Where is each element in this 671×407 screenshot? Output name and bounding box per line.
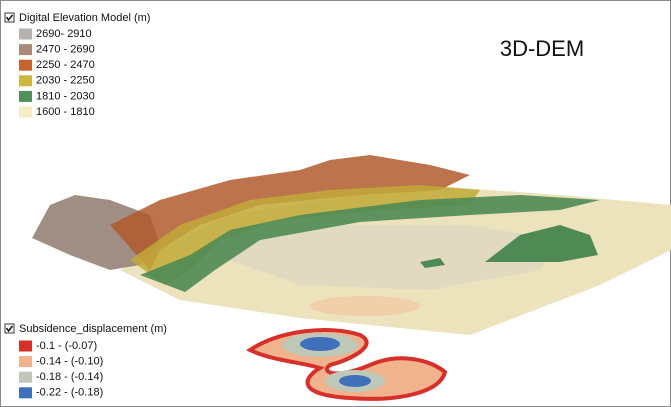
legend-label: 2250 - 2470 <box>36 59 95 71</box>
legend-swatch <box>19 341 32 352</box>
legend-label: 1810 - 2030 <box>36 90 95 102</box>
legend-swatch <box>19 372 32 383</box>
legend-label: -0.22 - (-0.18) <box>36 387 103 399</box>
legend-swatch <box>19 356 32 367</box>
legend-swatch <box>19 29 32 40</box>
map-view: 3D-DEM Digital Elevation Model (m) 2690-… <box>0 0 671 407</box>
legend-label: 1600 - 1810 <box>36 106 95 118</box>
legend-label: 2030 - 2250 <box>36 75 95 87</box>
legend-label: 2690- 2910 <box>36 28 92 40</box>
legend-label: -0.18 - (-0.14) <box>36 371 103 383</box>
legend-label: -0.14 - (-0.10) <box>36 356 103 368</box>
legend-swatch <box>19 60 32 71</box>
legend-swatch <box>19 91 32 102</box>
legend-swatch <box>19 75 32 86</box>
legend-swatch <box>19 387 32 398</box>
legend-title: Digital Elevation Model (m) <box>19 12 150 24</box>
map-title: 3D-DEM <box>500 36 584 61</box>
legend-swatch <box>19 44 32 55</box>
legend-label: 2470 - 2690 <box>36 44 95 56</box>
legend-swatch <box>19 107 32 118</box>
legend-label: -0.1 - (-0.07) <box>36 340 97 352</box>
legend-title: Subsidence_displacement (m) <box>19 323 167 335</box>
